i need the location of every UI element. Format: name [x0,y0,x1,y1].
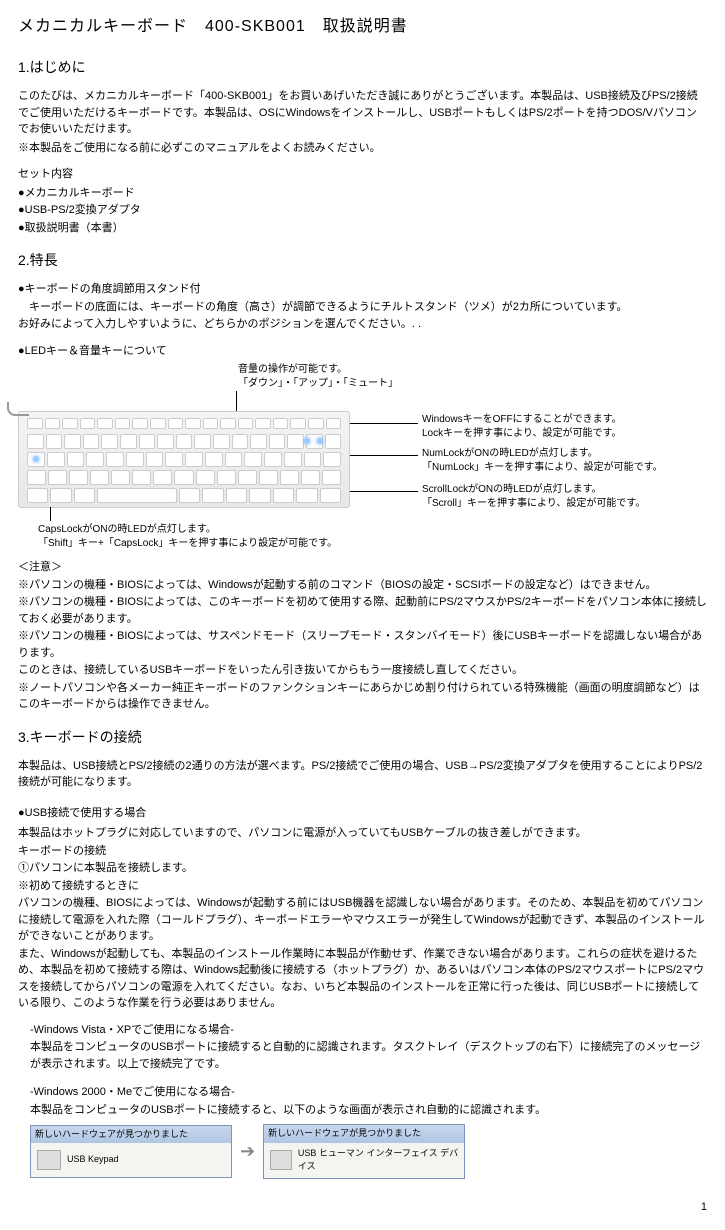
usb-p4: ※初めて接続するときに [18,878,707,895]
usb-p1: 本製品はホットプラグに対応していますので、パソコンに電源が入っていてもUSBケー… [18,825,707,842]
w2k-me-p: 本製品をコンピュータのUSBポートに接続すると、以下のような画面が表示され自動的… [30,1102,707,1119]
set-item-0: ●メカニカルキーボード [18,185,707,202]
heading-connect: 3.キーボードの接続 [18,727,707,748]
callout-volume-l2: 「ダウン」・「アップ」・「ミュート」 [238,377,398,391]
usb-p5: パソコンの機種、BIOSによっては、Windowsが起動する前にはUSB機器を認… [18,895,707,945]
keyboard-image [18,411,350,508]
leader-line [50,507,51,521]
set-heading: セット内容 [18,166,707,183]
heading-features: 2.特長 [18,250,707,271]
callout-caps-l1: CapsLockがONの時LEDが点灯します。 [38,523,337,537]
feat-1b: キーボードの底面には、キーボードの角度（高さ）が調節できるようにチルトスタンド（… [18,299,707,316]
callout-numlock-l2: 「NumLock」キーを押す事により、設定が可能です。 [422,461,663,475]
callout-winlock-l2: Lockキーを押す事により、設定が可能です。 [422,427,622,441]
set-item-2: ●取扱説明書（本書） [18,220,707,237]
usb-p6: また、Windowsが起動しても、本製品のインストール作業時に本製品が作動せず、… [18,946,707,1012]
dialog-new-hardware-2: 新しいハードウェアが見つかりました USB ヒューマン インターフェイス デバイ… [263,1124,465,1179]
feat-2: ●LEDキー＆音量キーについて [18,343,707,360]
notes-heading: ＜注意＞ [18,559,707,576]
note-5: ※ノートパソコンや各メーカー純正キーボードのファンクションキーにあらかじめ割り付… [18,680,707,713]
callout-winlock-l1: WindowsキーをOFFにすることができます。 [422,413,622,427]
callout-volume: 音量の操作が可能です。 「ダウン」・「アップ」・「ミュート」 [238,363,398,391]
callout-winlock: WindowsキーをOFFにすることができます。 Lockキーを押す事により、設… [422,413,622,441]
callout-scrolllock-l2: 「Scroll」キーを押す事により、設定が可能です。 [422,497,645,511]
note-2: ※パソコンの機種・BIOSによっては、このキーボードを初めて使用する際、起動前に… [18,594,707,627]
leader-line [350,491,418,492]
callout-capslock: CapsLockがONの時LEDが点灯します。 「Shift」キー+「CapsL… [38,523,337,551]
callout-numlock-l1: NumLockがONの時LEDが点灯します。 [422,447,663,461]
callout-caps-l2: 「Shift」キー+「CapsLock」キーを押す事により設定が可能です。 [38,537,337,551]
leader-line [350,455,418,456]
callout-volume-l1: 音量の操作が可能です。 [238,363,398,377]
page-number: 1 [18,1199,707,1216]
note-1: ※パソコンの機種・BIOSによっては、Windowsが起動する前のコマンド（BI… [18,577,707,594]
feat-1a: ●キーボードの角度調節用スタンド付 [18,281,707,298]
heading-intro: 1.はじめに [18,57,707,78]
keyboard-diagram: 音量の操作が可能です。 「ダウン」・「アップ」・「ミュート」 Windowsキー… [18,363,706,553]
intro-p1: このたびは、メカニカルキーボード「400-SKB001」をお買いあげいただき誠に… [18,88,707,138]
usb-p3: ①パソコンに本製品を接続します。 [18,860,707,877]
section-intro: 1.はじめに このたびは、メカニカルキーボード「400-SKB001」をお買いあ… [18,57,707,236]
note-4: このときは、接続しているUSBキーボードをいったん引き抜いてからもう一度接続し直… [18,662,707,679]
usb-heading: ●USB接続で使用する場合 [18,805,707,822]
intro-p2: ※本製品をご使用になる前に必ずこのマニュアルをよくお読みください。 [18,140,707,157]
callout-scrolllock: ScrollLockがONの時LEDが点灯します。 「Scroll」キーを押す事… [422,483,645,511]
set-item-1: ●USB-PS/2変換アダプタ [18,202,707,219]
dialog-new-hardware-1: 新しいハードウェアが見つかりました USB Keypad [30,1125,232,1179]
arrow-icon: ➔ [240,1138,255,1165]
feat-1c: お好みによって入力しやすいように、どちらかのポジションを選んでください。. . [18,316,707,333]
keyboard-icon [37,1150,61,1170]
dialog-title: 新しいハードウェアが見つかりました [264,1125,464,1143]
dialog-body-text: USB Keypad [67,1153,119,1167]
vista-xp-p: 本製品をコンピュータのUSBポートに接続すると自動的に認識されます。タスクトレイ… [30,1039,707,1072]
connect-p1: 本製品は、USB接続とPS/2接続の2通りの方法が選べます。PS/2接続でご使用… [18,758,707,791]
section-connect: 3.キーボードの接続 本製品は、USB接続とPS/2接続の2通りの方法が選べます… [18,727,707,1179]
dialog-title: 新しいハードウェアが見つかりました [31,1126,231,1144]
dialog-body-text: USB ヒューマン インターフェイス デバイス [298,1147,458,1174]
note-3: ※パソコンの機種・BIOSによっては、サスペンドモード（スリープモード・スタンバ… [18,628,707,661]
callout-numlock: NumLockがONの時LEDが点灯します。 「NumLock」キーを押す事によ… [422,447,663,475]
keyboard-icon [270,1150,292,1170]
callout-scrolllock-l1: ScrollLockがONの時LEDが点灯します。 [422,483,645,497]
doc-title: メカニカルキーボード 400-SKB001 取扱説明書 [18,15,707,39]
usb-p2: キーボードの接続 [18,843,707,860]
w2k-me-heading: -Windows 2000・Meでご使用になる場合- [30,1084,707,1101]
leader-line [350,423,418,424]
section-features: 2.特長 ●キーボードの角度調節用スタンド付 キーボードの底面には、キーボードの… [18,250,707,713]
